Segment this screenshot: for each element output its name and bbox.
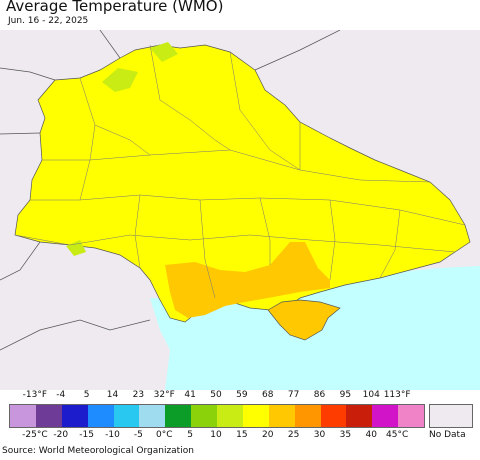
celsius-tick: 40: [365, 430, 377, 440]
fahrenheit-tick: 14: [106, 390, 119, 400]
no-data-swatch: [429, 404, 473, 428]
legend-swatch: [165, 405, 192, 427]
fahrenheit-tick: 113°F: [383, 390, 411, 400]
legend-color-bar: [9, 404, 425, 428]
oblast-borders: [14, 44, 466, 299]
celsius-tick: 45°C: [386, 430, 409, 440]
fahrenheit-tick: 95: [339, 390, 352, 400]
legend-swatch: [139, 405, 166, 427]
celsius-tick: 10: [210, 430, 222, 440]
fahrenheit-tick: 50: [210, 390, 222, 400]
legend-swatch: [10, 405, 36, 427]
legend-swatch: [35, 405, 62, 427]
legend-swatch: [217, 405, 243, 427]
legend-swatch: [320, 405, 347, 427]
no-data-label: No Data: [429, 430, 466, 440]
fahrenheit-tick: 59: [236, 390, 248, 400]
legend-swatch: [372, 405, 399, 427]
legend-swatch: [191, 405, 217, 427]
legend-swatch: [61, 405, 88, 427]
celsius-tick: 25: [287, 430, 300, 440]
legend-swatch: [346, 405, 373, 427]
fahrenheit-tick: 104: [362, 390, 380, 400]
fahrenheit-tick: 32°F: [153, 390, 175, 400]
legend-swatch: [113, 405, 140, 427]
celsius-tick: 15: [236, 430, 248, 440]
celsius-tick: 35: [339, 430, 352, 440]
fahrenheit-tick: 68: [262, 390, 274, 400]
region-west-cool: [66, 240, 86, 256]
legend-swatch: [398, 405, 424, 427]
celsius-tick: 20: [262, 430, 274, 440]
temperature-map: [0, 30, 480, 390]
celsius-tick: 30: [313, 430, 326, 440]
region-north-cool-2: [150, 42, 178, 62]
fahrenheit-tick: 77: [287, 390, 300, 400]
map-title: Average Temperature (WMO): [6, 0, 224, 15]
color-legend: -13°F -4 5 14 23 32°F 41 50 59 68 77 86 95 104 113°F -…: [0, 390, 480, 446]
country-borders: [0, 30, 341, 351]
legend-swatch: [87, 405, 114, 427]
celsius-tick: -15: [79, 430, 94, 440]
fahrenheit-tick: 41: [184, 390, 196, 400]
fahrenheit-tick: 23: [132, 390, 145, 400]
source-credit: Source: World Meteorological Organizatio…: [2, 446, 194, 456]
fahrenheit-tick: -4: [56, 390, 66, 400]
region-north-cool: [102, 68, 138, 92]
celsius-tick: -20: [53, 430, 69, 440]
fahrenheit-tick: 5: [83, 390, 90, 400]
legend-swatch: [268, 405, 295, 427]
celsius-tick: 0°C: [155, 430, 173, 440]
region-crimea: [267, 299, 341, 341]
fahrenheit-tick: -13°F: [22, 390, 48, 400]
celsius-tick: -25°C: [22, 430, 48, 440]
legend-swatch: [242, 405, 269, 427]
celsius-tick: 5: [187, 430, 193, 440]
celsius-tick: -5: [133, 430, 143, 440]
region-south-warm: [165, 242, 330, 318]
legend-swatch: [294, 405, 321, 427]
date-range: Jun. 16 - 22, 2025: [8, 16, 89, 26]
fahrenheit-tick: 86: [313, 390, 326, 400]
celsius-tick: -10: [105, 430, 120, 440]
